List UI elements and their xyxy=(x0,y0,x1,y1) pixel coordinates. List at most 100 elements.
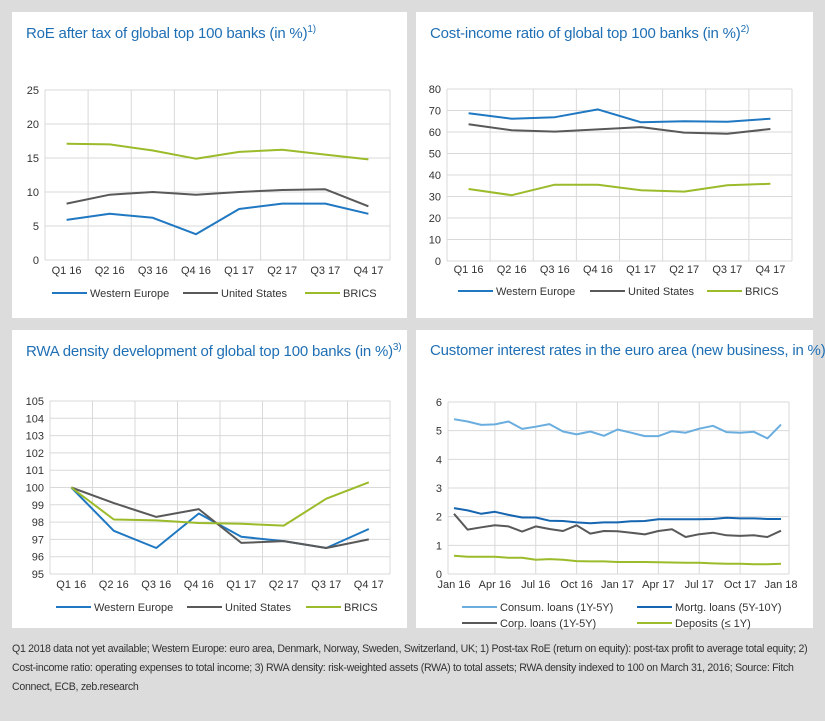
y-tick-label: 102 xyxy=(26,448,44,460)
series-line-2 xyxy=(66,142,369,161)
x-tick-label: Jul 16 xyxy=(521,579,550,591)
chart-title-text: RoE after tax of global top 100 banks (i… xyxy=(26,25,308,42)
footnote: Q1 2018 data not yet available; Western … xyxy=(12,643,808,693)
chart-2: 95 96 97 98 99 100 101 102 103 104 105 Q1 16 Q2 16 Q3… xyxy=(26,396,391,614)
x-tick-label: Q3 17 xyxy=(310,265,340,277)
x-tick-label: Q3 17 xyxy=(712,264,742,276)
y-tick-label: 70 xyxy=(429,106,441,118)
y-tick-label: 40 xyxy=(429,170,441,182)
legend-label: Western Europe xyxy=(496,286,575,298)
legend-label: Consum. loans (1Y-5Y) xyxy=(500,602,613,614)
chart-title-text: Customer interest rates in the euro area… xyxy=(430,342,825,359)
y-tick-label: 20 xyxy=(429,213,441,225)
y-tick-label: 15 xyxy=(27,153,39,165)
x-tick-label: Q2 16 xyxy=(95,265,125,277)
legend-label: United States xyxy=(221,288,288,300)
legend-label: BRICS xyxy=(745,286,779,298)
x-tick-label: Q3 17 xyxy=(311,579,341,591)
y-tick-label: 0 xyxy=(435,256,441,268)
x-tick-label: Apr 17 xyxy=(642,579,674,591)
y-tick-label: 98 xyxy=(32,517,44,529)
series-line-1 xyxy=(70,486,369,549)
series-line-3 xyxy=(453,554,782,566)
footnote-ref: 1) xyxy=(307,24,316,35)
x-tick-label: Q2 17 xyxy=(267,265,297,277)
x-tick-label: Q1 16 xyxy=(454,264,484,276)
x-tick-label: Oct 16 xyxy=(560,579,592,591)
x-tick-label: Jan 17 xyxy=(601,579,634,591)
chart-title: RoE after tax of global top 100 banks (i… xyxy=(26,24,316,42)
y-tick-label: 4 xyxy=(436,454,442,466)
footnote-ref: 3) xyxy=(392,342,402,353)
y-tick-label: 100 xyxy=(26,483,44,495)
series-line-0 xyxy=(468,108,771,124)
series-line-1 xyxy=(468,123,771,135)
y-tick-label: 0 xyxy=(33,255,39,267)
y-tick-label: 50 xyxy=(429,149,441,161)
y-tick-label: 3 xyxy=(436,483,442,495)
x-tick-label: Q1 17 xyxy=(226,579,256,591)
y-tick-label: 1 xyxy=(436,540,442,552)
series-line-0 xyxy=(66,202,369,236)
legend-label: Deposits (≤ 1Y) xyxy=(675,618,751,630)
chart-title-text: Cost-income ratio of global top 100 bank… xyxy=(430,25,741,42)
chart-3: 0 1 2 3 4 5 6 Jan 16 Apr 16 Jul 16 Oct 16 Jan 17 Apr… xyxy=(436,397,798,630)
x-tick-label: Q4 17 xyxy=(353,265,383,277)
y-tick-label: 97 xyxy=(32,534,44,546)
y-tick-label: 101 xyxy=(26,465,44,477)
x-tick-label: Q1 16 xyxy=(52,265,82,277)
x-tick-label: Q1 17 xyxy=(626,264,656,276)
x-tick-label: Q4 16 xyxy=(583,264,613,276)
y-tick-label: 30 xyxy=(429,192,441,204)
y-tick-label: 5 xyxy=(33,221,39,233)
legend-label: BRICS xyxy=(344,602,378,614)
legend-label: BRICS xyxy=(343,288,377,300)
x-tick-label: Q3 16 xyxy=(540,264,570,276)
legend-label: United States xyxy=(628,286,695,298)
x-tick-label: Q2 17 xyxy=(669,264,699,276)
y-tick-label: 0 xyxy=(436,569,442,581)
y-tick-label: 20 xyxy=(27,119,39,131)
chart-1: 0 10 20 30 40 50 60 70 80 Q1 16 Q2 16 Q3 16 Q4 16 Q1 … xyxy=(429,84,793,298)
x-tick-label: Q2 16 xyxy=(99,579,129,591)
y-tick-label: 103 xyxy=(26,431,44,443)
x-tick-label: Jul 17 xyxy=(685,579,714,591)
chart-title: Customer interest rates in the euro area… xyxy=(430,342,825,359)
y-tick-label: 95 xyxy=(32,569,44,581)
x-tick-label: Q4 16 xyxy=(184,579,214,591)
series-line-1 xyxy=(66,188,369,208)
rwa-density-chart-panel: RWA density development of global top 10… xyxy=(12,330,407,628)
roe-chart-panel: RoE after tax of global top 100 banks (i… xyxy=(12,12,407,318)
y-tick-label: 6 xyxy=(436,397,442,409)
x-tick-label: Q1 17 xyxy=(224,265,254,277)
x-tick-label: Jan 18 xyxy=(764,579,797,591)
footnote-ref: 2) xyxy=(740,24,750,35)
y-tick-label: 80 xyxy=(429,84,441,96)
chart-title: Cost-income ratio of global top 100 bank… xyxy=(430,24,749,42)
y-tick-label: 96 xyxy=(32,552,44,564)
y-tick-label: 10 xyxy=(429,235,441,247)
x-tick-label: Q4 17 xyxy=(354,579,384,591)
x-tick-label: Q4 17 xyxy=(755,264,785,276)
y-tick-label: 99 xyxy=(32,500,44,512)
interest-rates-chart-panel: Customer interest rates in the euro area… xyxy=(416,330,825,628)
y-tick-label: 105 xyxy=(26,396,44,408)
series-line-2 xyxy=(70,481,370,527)
y-tick-label: 5 xyxy=(436,426,442,438)
series-line-2 xyxy=(468,182,771,197)
legend-label: Corp. loans (1Y-5Y) xyxy=(500,618,596,630)
x-tick-label: Apr 16 xyxy=(479,579,511,591)
legend-label: Western Europe xyxy=(94,602,173,614)
x-tick-label: Oct 17 xyxy=(724,579,756,591)
chart-0: 0 5 10 15 20 25 Q1 16 Q2 16 Q3 16 Q4 16 Q1 17 Q2 17… xyxy=(27,85,391,300)
legend-label: Western Europe xyxy=(90,288,169,300)
x-tick-label: Q1 16 xyxy=(56,579,86,591)
y-tick-label: 10 xyxy=(27,187,39,199)
chart-title: RWA density development of global top 10… xyxy=(26,342,402,360)
x-tick-label: Q3 16 xyxy=(138,265,168,277)
legend-label: United States xyxy=(225,602,292,614)
x-tick-label: Q2 17 xyxy=(269,579,299,591)
y-tick-label: 60 xyxy=(429,127,441,139)
